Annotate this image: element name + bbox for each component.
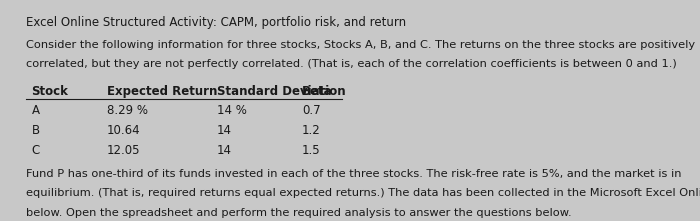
Text: B: B bbox=[32, 124, 40, 137]
Text: 8.29 %: 8.29 % bbox=[106, 103, 148, 116]
Text: Standard Deviation: Standard Deviation bbox=[217, 85, 346, 98]
Text: 14: 14 bbox=[217, 144, 232, 157]
Text: Consider the following information for three stocks, Stocks A, B, and C. The ret: Consider the following information for t… bbox=[27, 40, 696, 50]
Text: 12.05: 12.05 bbox=[106, 144, 140, 157]
Text: Fund P has one-third of its funds invested in each of the three stocks. The risk: Fund P has one-third of its funds invest… bbox=[27, 169, 682, 179]
Text: below. Open the spreadsheet and perform the required analysis to answer the ques: below. Open the spreadsheet and perform … bbox=[27, 208, 572, 218]
Text: Stock: Stock bbox=[32, 85, 69, 98]
Text: equilibrium. (That is, required returns equal expected returns.) The data has be: equilibrium. (That is, required returns … bbox=[27, 189, 700, 198]
Text: 1.2: 1.2 bbox=[302, 124, 321, 137]
Text: 0.7: 0.7 bbox=[302, 103, 321, 116]
Text: Beta: Beta bbox=[302, 85, 332, 98]
Text: A: A bbox=[32, 103, 39, 116]
Text: Excel Online Structured Activity: CAPM, portfolio risk, and return: Excel Online Structured Activity: CAPM, … bbox=[27, 16, 407, 29]
Text: 1.5: 1.5 bbox=[302, 144, 321, 157]
Text: C: C bbox=[32, 144, 40, 157]
Text: 14 %: 14 % bbox=[217, 103, 247, 116]
Text: 10.64: 10.64 bbox=[106, 124, 140, 137]
Text: Expected Return: Expected Return bbox=[106, 85, 217, 98]
Text: correlated, but they are not perfectly correlated. (That is, each of the correla: correlated, but they are not perfectly c… bbox=[27, 59, 677, 69]
Text: 14: 14 bbox=[217, 124, 232, 137]
